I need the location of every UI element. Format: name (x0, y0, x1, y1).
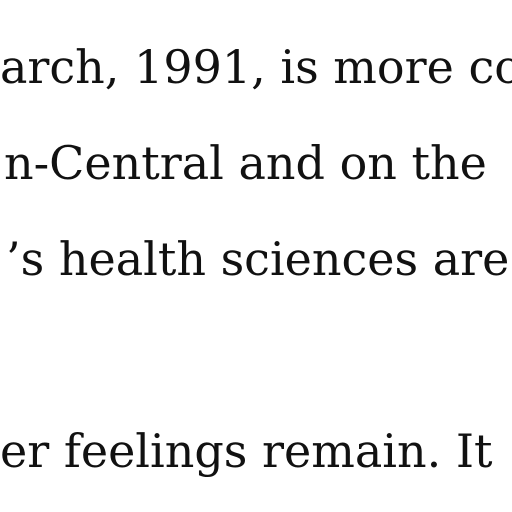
article-line-1: arch, 1991, is more co (0, 40, 512, 94)
article-line-2: n-Central and on the (4, 136, 487, 190)
article-line-3: ’s health sciences are (6, 232, 510, 286)
article-line-4: er feelings remain. It (0, 424, 493, 478)
